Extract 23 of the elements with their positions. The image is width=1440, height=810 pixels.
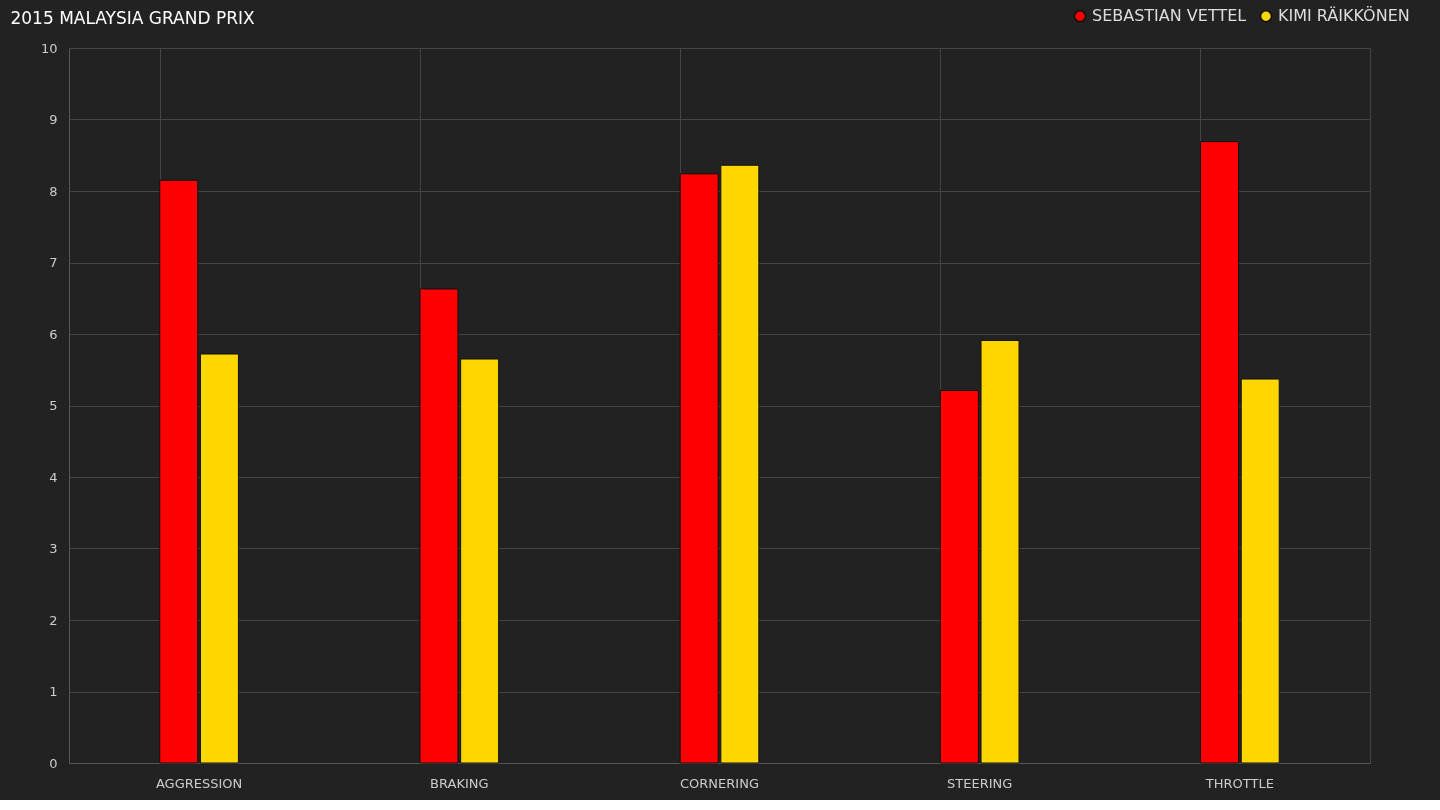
- bar: [159, 179, 199, 764]
- bar: [1200, 141, 1240, 764]
- y-tick-label: 8: [49, 183, 58, 199]
- y-tick-label: 4: [49, 469, 58, 485]
- x-tick-label: AGGRESSION: [155, 775, 243, 791]
- x-tick-label: BRAKING: [430, 775, 489, 791]
- bar: [1240, 378, 1280, 764]
- x-tick-label: THROTTLE: [1204, 775, 1274, 791]
- legend-label: SEBASTIAN VETTEL: [1092, 6, 1247, 26]
- y-tick-label: 2: [49, 612, 58, 628]
- y-tick-label: 1: [49, 684, 58, 699]
- x-tick-label: STEERING: [947, 775, 1013, 791]
- legend-label: KIMI RÄIKKÖNEN: [1278, 6, 1410, 26]
- y-tick-label: 10: [40, 40, 58, 56]
- chart-title: 2015 MALAYSIA GRAND PRIX: [10, 8, 256, 28]
- y-tick-label: 3: [49, 541, 58, 556]
- bar: [199, 353, 239, 764]
- x-tick-label: CORNERING: [680, 775, 759, 791]
- y-tick-label: 6: [49, 326, 58, 342]
- y-tick-label: 7: [49, 255, 58, 270]
- y-tick-label: 5: [49, 398, 58, 413]
- y-tick-label: 9: [49, 112, 58, 127]
- y-tick-label: 0: [49, 755, 58, 771]
